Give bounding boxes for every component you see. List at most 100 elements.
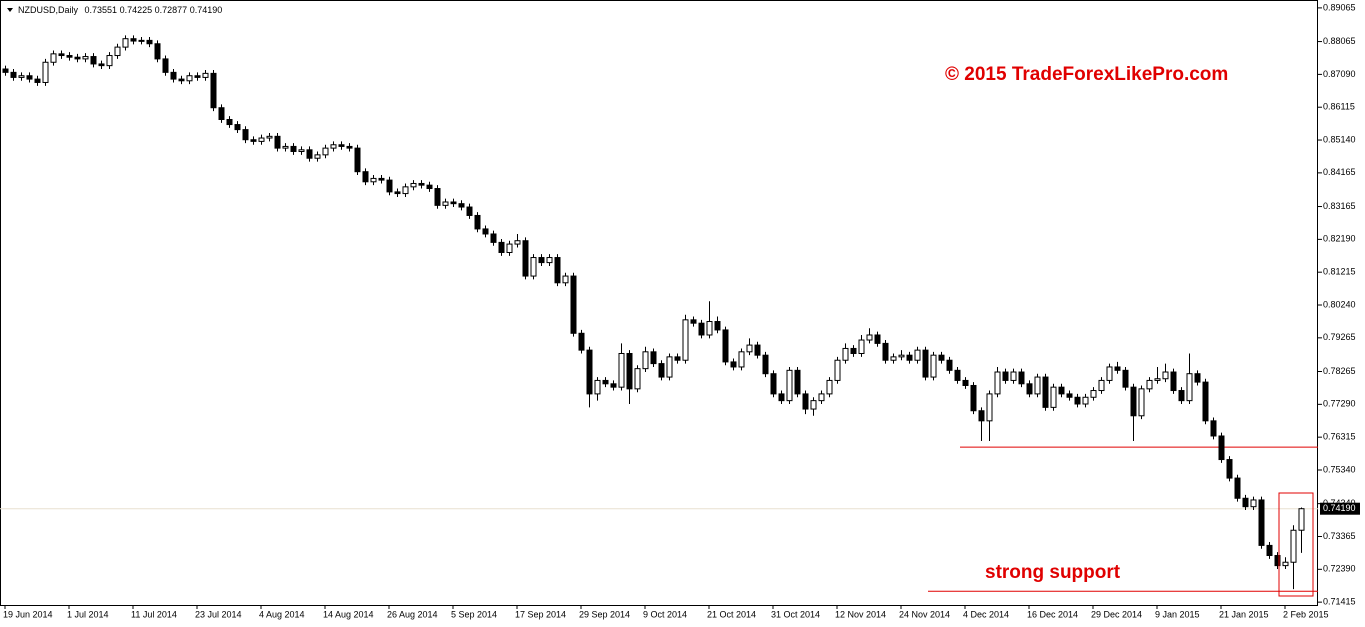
candle-body	[426, 184, 433, 190]
candle-body	[178, 78, 185, 82]
candle-body	[738, 351, 745, 368]
watermark: © 2015 TradeForexLikePro.com	[945, 64, 1228, 85]
candle-body	[642, 351, 649, 370]
y-tick-label: 0.86115	[1323, 102, 1355, 112]
candle-body	[74, 56, 81, 60]
candle-body	[650, 351, 657, 365]
y-tick-label: 0.81215	[1323, 267, 1356, 277]
x-tick-label: 16 Dec 2014	[1027, 609, 1078, 619]
candle-body	[674, 356, 681, 361]
candle-body	[818, 393, 825, 402]
candle-body	[282, 145, 289, 149]
y-tick-label: 0.79265	[1323, 332, 1356, 342]
candle-body	[914, 349, 921, 361]
candle-body	[42, 61, 49, 83]
candle-body	[442, 201, 449, 206]
candle-body	[514, 240, 521, 245]
candle-body	[1162, 371, 1169, 380]
candle-body	[794, 369, 801, 395]
candle-body	[170, 71, 177, 80]
candle-body	[1282, 561, 1289, 567]
candle-body	[490, 233, 497, 243]
y-tick-label: 0.80240	[1323, 299, 1356, 309]
candle-body	[1130, 386, 1137, 417]
price-box	[1320, 502, 1360, 515]
candle-body	[458, 203, 465, 208]
candle-body	[66, 55, 73, 58]
low-value: 0.72877	[155, 5, 188, 15]
candle-body	[506, 243, 513, 253]
candle-body	[1290, 529, 1297, 563]
candle-body	[954, 369, 961, 381]
candle-body	[18, 75, 25, 78]
candle-body	[378, 177, 385, 181]
candle-body	[1194, 373, 1201, 383]
candle-body	[274, 135, 281, 149]
candle-body	[786, 369, 793, 402]
candle-body	[266, 135, 273, 139]
candle-body	[1074, 396, 1081, 405]
candle-body	[314, 154, 321, 159]
candle-body	[1178, 390, 1185, 402]
candle-body	[202, 72, 209, 78]
candle-body	[762, 354, 769, 375]
candle-body	[1258, 499, 1265, 546]
candle-body	[626, 352, 633, 390]
candle-body	[554, 257, 561, 284]
candle-body	[1154, 378, 1161, 381]
candle-body	[362, 171, 369, 183]
candle-body	[770, 373, 777, 395]
candle-body	[90, 56, 97, 65]
candle-body	[578, 332, 585, 351]
candle-body	[970, 384, 977, 412]
price-box-label: 0.74190	[1323, 503, 1356, 513]
candle-body	[242, 129, 249, 141]
candle-body	[1114, 366, 1121, 371]
x-tick-label: 4 Aug 2014	[259, 609, 305, 619]
annotation: strong support	[985, 562, 1121, 583]
x-tick-label: 19 Jun 2014	[3, 609, 53, 619]
y-tick-label: 0.85140	[1323, 134, 1356, 144]
candle-body	[986, 393, 993, 422]
candle-body	[874, 334, 881, 344]
x-tick-label: 17 Sep 2014	[515, 609, 566, 619]
candle-body	[26, 75, 33, 80]
candle-body	[234, 124, 241, 131]
y-tick-label: 0.78265	[1323, 366, 1356, 376]
candle-body	[1146, 379, 1153, 390]
candle-body	[1034, 376, 1041, 395]
candle-body	[850, 347, 857, 354]
menu-arrow[interactable]	[7, 8, 13, 12]
candle-body	[306, 149, 313, 159]
candle-body	[450, 201, 457, 205]
candle-body	[634, 368, 641, 390]
candle-body	[346, 145, 353, 149]
highlight-box	[1278, 492, 1314, 597]
candle-body	[1042, 376, 1049, 408]
candle-body	[594, 379, 601, 395]
x-tick-label: 26 Aug 2014	[387, 609, 438, 619]
candle-body	[354, 147, 361, 173]
candle-body	[834, 359, 841, 381]
y-tick-label: 0.87090	[1323, 69, 1356, 79]
candle-body	[698, 322, 705, 336]
y-tick-label: 0.89065	[1323, 2, 1356, 12]
candle-body	[754, 344, 761, 356]
candle-body	[1170, 371, 1177, 392]
high-value: 0.74225	[120, 5, 153, 15]
candle-body	[1122, 369, 1129, 388]
candle-body	[338, 144, 345, 147]
close-value: 0.74190	[190, 5, 223, 15]
candle-body	[938, 354, 945, 361]
candle-body	[1106, 366, 1113, 381]
x-tick-label: 5 Sep 2014	[451, 609, 497, 619]
open-value: 0.73551	[85, 5, 118, 15]
candle-body	[474, 214, 481, 230]
x-tick-label: 14 Aug 2014	[323, 609, 374, 619]
candle-body	[978, 410, 985, 422]
candle-body	[226, 119, 233, 126]
candle-body	[1298, 508, 1305, 531]
candle-body	[162, 58, 169, 73]
candle-body	[146, 39, 153, 45]
